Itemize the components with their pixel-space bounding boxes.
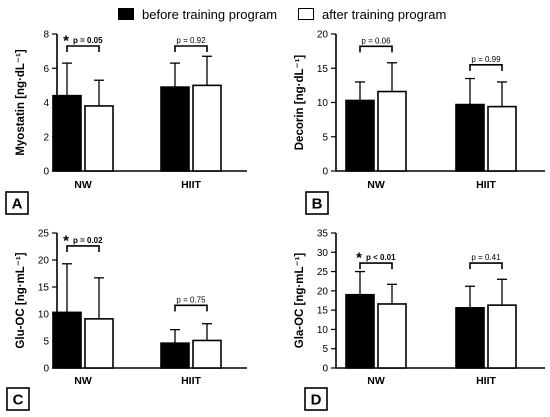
x-tick-label-nw: NW: [367, 179, 385, 191]
y-tick-label: 25: [38, 229, 50, 240]
y-tick-label: 10: [317, 325, 329, 336]
significance-bracket-hiit: [174, 304, 208, 312]
bar-after-nw: [377, 90, 407, 172]
legend: before training program after training p…: [0, 0, 550, 28]
p-value-nw: p = 0.02: [73, 236, 103, 245]
y-tick-label: 5: [322, 344, 328, 355]
panel-letter-box: [5, 191, 29, 215]
x-tick-label-nw: NW: [74, 375, 92, 387]
significance-bracket-nw: [359, 45, 393, 53]
chart-panel-a: Myostatin [ng·dL⁻¹] 0 2 4 6 8 NW HIIT * p = 0.05 p…: [5, 30, 247, 215]
p-value-hiit: p = 0.99: [471, 55, 501, 64]
legend-swatch-after: [298, 8, 314, 20]
y-tick-label: 5: [43, 337, 49, 348]
y-tick-label: 25: [317, 267, 329, 278]
legend-swatch-before: [118, 8, 134, 20]
y-axis-label: Gla-OC [ng·mL⁻¹]: [294, 253, 306, 349]
x-tick-label-hiit: HIIT: [181, 375, 201, 387]
significance-bracket-nw: [66, 245, 100, 252]
y-tick-label: 0: [43, 167, 49, 178]
y-tick-label: 6: [43, 64, 49, 75]
x-tick-label-nw: NW: [74, 179, 92, 191]
bar-before-nw: [52, 94, 82, 172]
y-tick-label: 15: [317, 306, 329, 317]
y-tick-label: 20: [38, 256, 50, 267]
y-tick-label: 0: [43, 364, 49, 375]
panel-letter-box: [6, 387, 30, 411]
bar-after-hiit: [192, 339, 222, 369]
chart-panel-d: Gla-OC [ng·mL⁻¹] 0 5 10 15 20 25 30 35 NW HIIT * p <…: [294, 229, 545, 411]
bar-before-hiit: [455, 103, 485, 172]
legend-label-before: before training program: [142, 6, 278, 22]
y-tick-label: 0: [322, 364, 328, 375]
p-value-nw: p = 0.05: [73, 36, 103, 45]
panel-letter-box: [304, 387, 328, 411]
y-tick-label: 8: [43, 30, 49, 41]
bar-after-nw: [377, 303, 407, 369]
significance-star: *: [356, 250, 362, 267]
significance-star: *: [63, 32, 69, 49]
significance-star: *: [63, 232, 69, 249]
bar-before-hiit: [455, 307, 485, 369]
bar-after-hiit: [487, 304, 517, 369]
bar-after-hiit: [487, 105, 517, 172]
x-tick-label-nw: NW: [367, 375, 385, 387]
bar-before-nw: [52, 311, 82, 369]
significance-bracket-hiit: [469, 64, 503, 71]
p-value-hiit: p = 0.41: [471, 253, 501, 262]
y-axis-label: Glu-OC [ng·mL⁻¹]: [15, 252, 27, 348]
panel-letter: C: [13, 392, 24, 409]
y-tick-label: 30: [317, 248, 329, 259]
chart-panel-c: Glu-OC [ng·mL⁻¹] 0 5 10 15 20 25 NW HIIT * p = 0.0…: [6, 229, 247, 411]
bar-after-nw: [84, 105, 114, 172]
y-tick-label: 35: [317, 229, 329, 240]
panel-letter-box: [305, 191, 329, 215]
chart-panel-b: Decorin [ng·dL⁻¹] 0 5 10 15 20 NW HIIT p = 0.06 p…: [294, 30, 545, 215]
bar-after-hiit: [192, 84, 222, 172]
p-value-nw: p = 0.06: [361, 36, 391, 45]
x-tick-label-hiit: HIIT: [181, 179, 201, 191]
bar-before-hiit: [160, 86, 190, 172]
significance-bracket-hiit: [469, 262, 503, 270]
y-tick-label: 2: [43, 132, 49, 143]
y-tick-label: 0: [322, 167, 328, 178]
significance-bracket-nw: [66, 45, 100, 52]
x-tick-label-hiit: HIIT: [476, 179, 496, 191]
p-value-nw: p < 0.01: [366, 253, 396, 262]
y-tick-label: 15: [38, 283, 50, 294]
panel-letter: D: [311, 392, 322, 409]
y-tick-label: 4: [43, 98, 49, 109]
y-tick-label: 10: [317, 98, 329, 109]
panel-letter: A: [12, 196, 23, 213]
significance-bracket-hiit: [174, 45, 208, 52]
legend-label-after: after training program: [322, 6, 447, 22]
p-value-hiit: p = 0.75: [176, 295, 206, 304]
y-tick-label: 20: [317, 30, 329, 41]
legend-item-after: after training program: [298, 6, 446, 22]
p-value-hiit: p = 0.92: [176, 36, 206, 45]
y-tick-label: 20: [317, 286, 329, 297]
x-tick-label-hiit: HIIT: [476, 375, 496, 387]
y-tick-label: 10: [38, 310, 50, 321]
y-tick-label: 15: [317, 64, 329, 75]
bar-before-nw: [345, 293, 375, 369]
y-tick-label: 5: [322, 132, 328, 143]
y-axis-label: Decorin [ng·dL⁻¹]: [294, 55, 306, 151]
bar-after-nw: [84, 318, 114, 369]
bar-before-hiit: [160, 342, 190, 369]
y-axis-label: Myostatin [ng·dL⁻¹]: [15, 49, 27, 156]
legend-item-before: before training program: [118, 6, 277, 22]
panel-letter: B: [312, 196, 323, 213]
significance-bracket-nw: [359, 262, 393, 270]
bar-before-nw: [345, 99, 375, 172]
